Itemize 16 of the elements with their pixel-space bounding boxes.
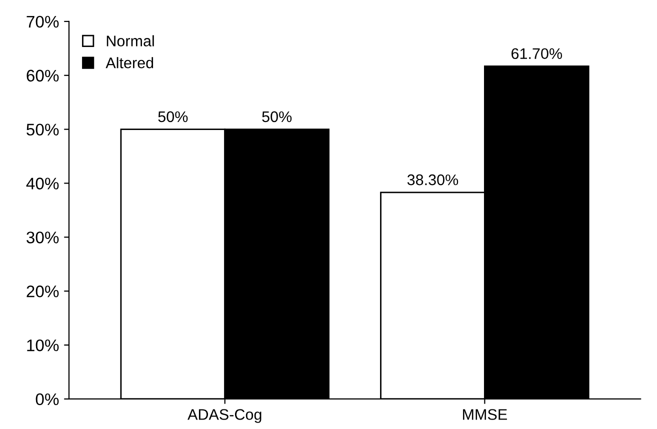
x-tick-label: ADAS-Cog <box>188 409 262 423</box>
y-tick-label: 70% <box>26 16 59 28</box>
legend-label: Normal <box>106 35 154 46</box>
data-label: 38.30% <box>407 174 458 186</box>
y-tick-label: 60% <box>26 70 59 82</box>
y-tick-label: 10% <box>27 339 59 352</box>
y-tick-label: 30% <box>26 232 59 244</box>
data-label: 50% <box>158 111 188 122</box>
data-label: 61.70% <box>512 48 562 60</box>
legend-label: Altered <box>106 57 154 68</box>
y-tick-label: 50% <box>26 124 59 136</box>
data-label: 50% <box>262 111 292 122</box>
y-tick-label: 20% <box>26 286 59 298</box>
y-tick-label: 0% <box>36 393 59 406</box>
y-tick-label: 40% <box>26 178 59 190</box>
x-tick-label: MMSE <box>463 409 507 420</box>
